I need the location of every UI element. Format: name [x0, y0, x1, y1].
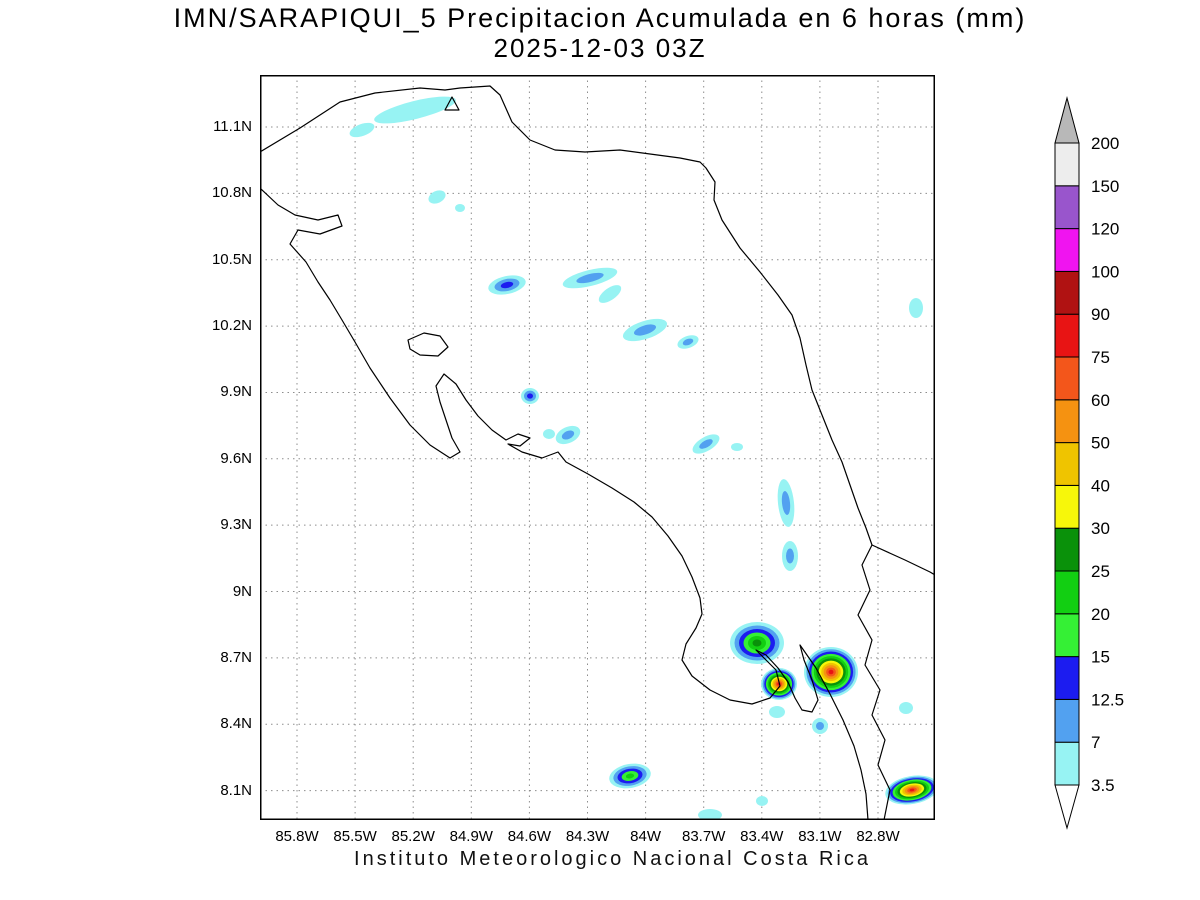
colorbar-level-label: 120: [1091, 220, 1119, 239]
precip-cell-contour: [816, 722, 824, 730]
colorbar-band: [1054, 570, 1080, 615]
plot-frame: [260, 75, 935, 820]
lon-tick-label: 84.6W: [507, 828, 552, 845]
colorbar-below-triangle: [1054, 784, 1080, 830]
precip-cell-contour: [899, 702, 913, 714]
colorbar-band: [1054, 484, 1080, 529]
colorbar-level-label: 200: [1091, 134, 1119, 153]
colorbar-band: [1054, 698, 1080, 743]
lon-tick-label: 83.4W: [740, 828, 784, 845]
colorbar-band: [1054, 399, 1080, 444]
precip-cell-contour: [455, 204, 465, 212]
lat-tick-label: 9.9N: [220, 383, 252, 401]
coastline-path: [444, 96, 460, 111]
precip-cell-contour: [633, 324, 657, 336]
lon-tick-label: 83.7W: [682, 828, 726, 845]
colorbar-band: [1054, 613, 1080, 658]
lat-tick-label: 10.2N: [211, 317, 252, 335]
lon-tick-label: 85.5W: [333, 828, 377, 845]
lon-tick-label: 82.8W: [856, 828, 900, 845]
precip-cell-contour: [698, 809, 722, 820]
precip-cell-contour: [699, 439, 713, 449]
colorbar-level-label: 60: [1091, 391, 1110, 410]
lon-tick-label: 85.8W: [275, 828, 319, 845]
chart-title: IMN/SARAPIQUI_5 Precipitacion Acumulada …: [173, 3, 1027, 33]
lat-tick-label: 10.8N: [211, 184, 252, 202]
lat-tick-label: 9.3N: [220, 516, 252, 534]
colorbar-level-label: 25: [1091, 562, 1110, 581]
footer-caption: Instituto Meteorologico Nacional Costa R…: [354, 848, 871, 870]
precip-cell-contour: [561, 430, 575, 440]
precip-cell-contour: [682, 338, 694, 346]
colorbar-level-label: 40: [1091, 476, 1110, 495]
lat-tick-label: 9N: [232, 582, 252, 600]
coastline-path: [857, 544, 891, 820]
precip-cell-contour: [752, 639, 762, 647]
precip-cell-contour: [349, 122, 375, 138]
colorbar-level-label: 75: [1091, 348, 1110, 367]
precip-cell-contour: [598, 285, 622, 303]
colorbar-level-label: 50: [1091, 434, 1110, 453]
precip-cell-contour: [625, 773, 635, 779]
colorbar-band: [1054, 185, 1080, 230]
colorbar-level-label: 30: [1091, 519, 1110, 538]
colorbar-level-label: 12.5: [1091, 690, 1124, 709]
colorbar-band: [1054, 656, 1080, 700]
lon-tick-label: 84W: [630, 828, 662, 845]
lon-tick-label: 84.3W: [565, 828, 610, 845]
precip-cell-contour: [828, 669, 834, 675]
lon-tick-label: 85.2W: [391, 828, 435, 845]
map-plot-area: [260, 75, 935, 820]
colorbar-band: [1054, 527, 1080, 572]
lat-tick-label: 11.1N: [213, 118, 252, 135]
colorbar-band: [1054, 356, 1080, 401]
colorbar-band: [1054, 313, 1080, 358]
precip-cell-contour: [543, 429, 555, 439]
lon-tick-label: 83.1W: [798, 828, 842, 845]
precip-cell-contour: [576, 272, 604, 284]
colorbar-level-label: 90: [1091, 305, 1110, 324]
lat-tick-label: 8.4N: [220, 715, 252, 733]
precip-cell-contour: [781, 491, 791, 515]
precip-cell-contour: [731, 443, 743, 451]
precip-cell-contour: [756, 796, 768, 806]
precip-cell-contour: [786, 548, 794, 564]
precip-cell-contour: [428, 190, 446, 204]
precip-cell-contour: [769, 706, 785, 718]
precip-cell-contour: [909, 788, 915, 792]
colorbar-band: [1054, 142, 1080, 187]
colorbar-level-label: 100: [1091, 262, 1119, 281]
colorbar-level-label: 7: [1091, 733, 1100, 752]
colorbar-level-label: 15: [1091, 648, 1110, 667]
coastline-path: [260, 85, 935, 576]
lat-tick-label: 10.5N: [211, 250, 252, 268]
colorbar-band: [1054, 228, 1080, 272]
coastline-path: [260, 187, 869, 820]
lat-tick-label: 8.7N: [220, 648, 252, 666]
colorbar-level-label: 3.5: [1091, 776, 1115, 795]
lon-tick-label: 84.9W: [449, 828, 493, 845]
coastline-path: [407, 332, 449, 357]
precip-cell-contour: [527, 393, 533, 399]
colorbar-level-label: 20: [1091, 605, 1110, 624]
precip-cell-contour: [909, 298, 923, 318]
lat-tick-label: 9.6N: [220, 449, 252, 467]
colorbar-band: [1054, 442, 1080, 486]
lat-tick-label: 8.1N: [220, 781, 252, 799]
colorbar-band: [1054, 741, 1080, 786]
precip-cell-contour: [374, 96, 456, 124]
colorbar-legend: 3.5 7 12.5 15 20 25 30 40 50 60 75 90 100 120 150 200: [1054, 96, 1124, 830]
precip-cell-contour: [500, 281, 514, 289]
colorbar-above-triangle: [1054, 96, 1080, 144]
chart-subtitle: 2025-12-03 03Z: [493, 33, 707, 63]
colorbar-band: [1054, 270, 1080, 315]
colorbar-level-label: 150: [1091, 177, 1119, 196]
